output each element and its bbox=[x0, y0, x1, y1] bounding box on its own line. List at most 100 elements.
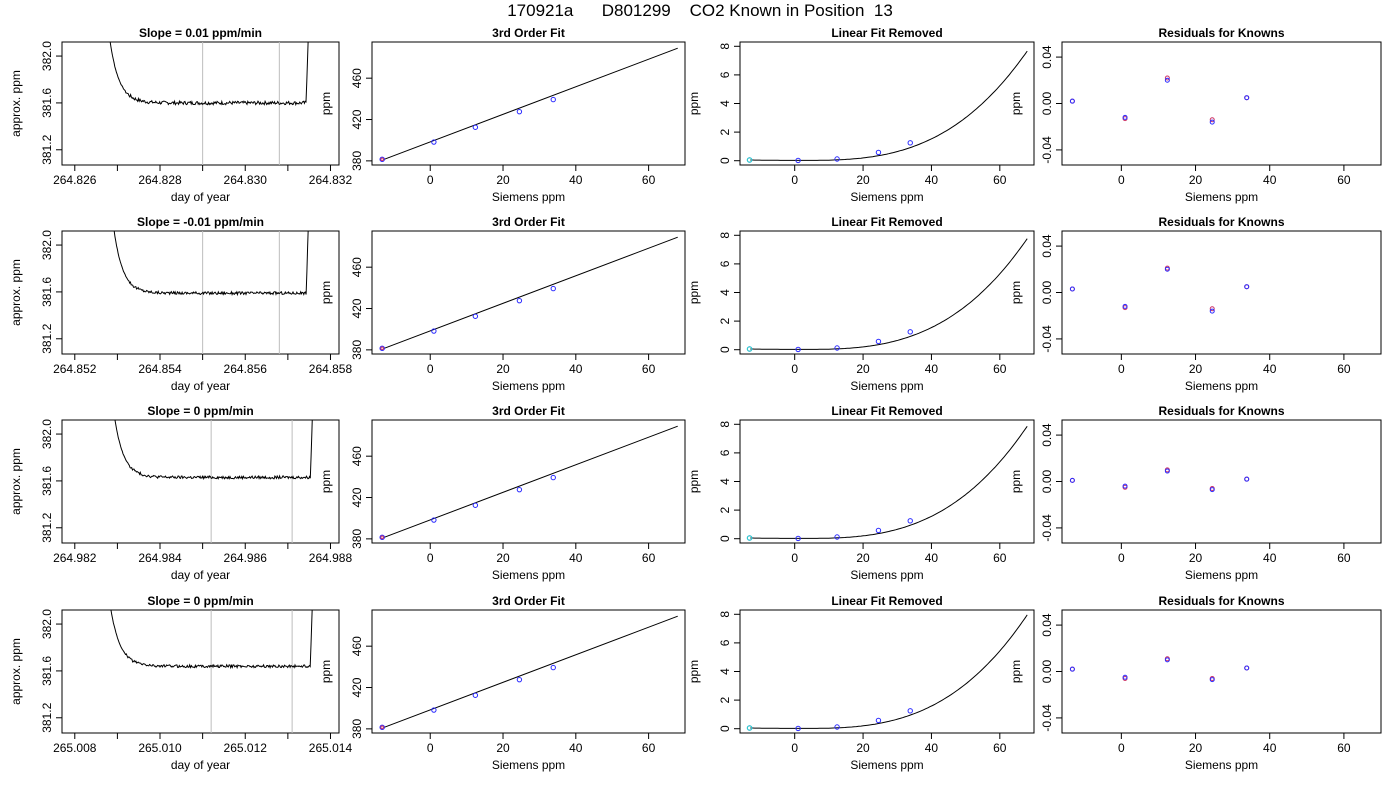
panel-title: Linear Fit Removed bbox=[831, 215, 942, 229]
panel-1-4: Residuals for Knowns 0 20 40 60 -0.04 0.00 0.04… bbox=[1009, 26, 1382, 204]
concentration-trace bbox=[114, 420, 313, 481]
residual-fit-curve bbox=[750, 238, 1028, 350]
x-tick-label: 20 bbox=[496, 173, 510, 187]
x-axis-label: day of year bbox=[171, 379, 230, 393]
panel-2-4: Residuals for Knowns 0 20 40 60 -0.04 0.00 0.04… bbox=[1009, 215, 1382, 393]
y-tick-label: 8 bbox=[718, 421, 732, 428]
y-tick-label: 381.2 bbox=[40, 702, 54, 732]
x-tick-label: 20 bbox=[496, 741, 510, 755]
x-tick-label: 264.988 bbox=[309, 551, 353, 565]
y-tick-label: 380 bbox=[350, 529, 364, 549]
y-tick-label: 4 bbox=[718, 668, 732, 675]
residual-point-blue bbox=[1122, 303, 1128, 309]
residual-point-blue bbox=[1209, 119, 1215, 125]
x-axis-label: Siemens ppm bbox=[492, 190, 565, 204]
x-tick-label: 20 bbox=[1189, 551, 1203, 565]
concentration-trace bbox=[113, 231, 309, 297]
reference-point bbox=[380, 346, 384, 351]
residual-point-blue bbox=[1209, 308, 1215, 314]
y-tick-label: 4 bbox=[718, 478, 732, 485]
plot-frame bbox=[61, 609, 340, 734]
plot-area bbox=[379, 47, 678, 163]
panel-4-1: Slope = 0 ppm/min 265.008 265.010 265.012 26… bbox=[9, 594, 352, 772]
x-tick-label: 40 bbox=[1263, 173, 1277, 187]
known-point bbox=[431, 517, 437, 523]
x-tick-label: 0 bbox=[791, 741, 798, 755]
panel-title: Residuals for Knowns bbox=[1158, 404, 1284, 418]
plot-frame bbox=[371, 41, 686, 166]
panel-title: Slope = 0 ppm/min bbox=[147, 594, 253, 608]
x-tick-label: 264.854 bbox=[138, 362, 182, 376]
known-point bbox=[379, 156, 385, 163]
x-tick-label: 60 bbox=[993, 551, 1007, 565]
x-tick-label: 264.828 bbox=[138, 173, 182, 187]
x-tick-label: 265.012 bbox=[224, 741, 268, 755]
plot-frame bbox=[1061, 419, 1382, 544]
plot-area bbox=[1069, 265, 1250, 314]
x-axis-label: Siemens ppm bbox=[492, 758, 565, 772]
residual-point-red bbox=[1164, 75, 1170, 81]
y-tick-label: 381.6 bbox=[40, 656, 54, 686]
x-tick-label: 60 bbox=[1337, 362, 1351, 376]
residual-fit-curve bbox=[750, 426, 1028, 539]
x-axis-label: Siemens ppm bbox=[850, 190, 923, 204]
known-point bbox=[379, 724, 385, 731]
x-tick-label: 264.830 bbox=[224, 173, 268, 187]
known-point bbox=[379, 345, 385, 352]
residual-point-blue bbox=[1244, 665, 1250, 671]
panel-title: Slope = 0 ppm/min bbox=[147, 404, 253, 418]
fit-curve bbox=[382, 47, 678, 161]
panel-3-1: Slope = 0 ppm/min 264.982 264.984 264.986 26… bbox=[9, 404, 353, 582]
x-tick-label: 20 bbox=[856, 551, 870, 565]
panel-title: Slope = 0.01 ppm/min bbox=[139, 26, 262, 40]
y-tick-label: 460 bbox=[350, 446, 364, 466]
plot-area bbox=[746, 238, 1028, 353]
known-point bbox=[472, 313, 479, 319]
panel-title: 3rd Order Fit bbox=[492, 594, 565, 608]
x-tick-label: 20 bbox=[496, 551, 510, 565]
known-point bbox=[472, 124, 479, 130]
x-tick-label: 40 bbox=[569, 362, 583, 376]
y-tick-label: 420 bbox=[350, 109, 364, 129]
known-point bbox=[875, 149, 882, 156]
x-tick-label: 264.852 bbox=[53, 362, 97, 376]
y-tick-label: 381.6 bbox=[40, 466, 54, 496]
x-tick-label: 0 bbox=[427, 551, 434, 565]
plot-frame bbox=[1061, 41, 1382, 166]
y-tick-label: 460 bbox=[350, 257, 364, 277]
x-tick-label: 40 bbox=[569, 551, 583, 565]
x-axis-label: day of year bbox=[171, 758, 230, 772]
y-axis-label: ppm bbox=[687, 281, 701, 304]
residual-point-blue bbox=[1069, 666, 1075, 672]
known-point bbox=[907, 708, 913, 714]
x-tick-label: 264.986 bbox=[224, 551, 268, 565]
y-axis-label: ppm bbox=[319, 281, 333, 304]
x-tick-label: 20 bbox=[1189, 362, 1203, 376]
known-point bbox=[516, 108, 523, 115]
panel-title: Linear Fit Removed bbox=[831, 404, 942, 418]
plot-area bbox=[109, 42, 309, 165]
y-tick-label: 8 bbox=[718, 43, 732, 50]
y-tick-label: 382.0 bbox=[40, 41, 54, 71]
x-tick-label: 60 bbox=[642, 741, 656, 755]
known-point bbox=[875, 338, 882, 345]
residual-point-blue bbox=[1209, 487, 1215, 493]
y-tick-label: 0.04 bbox=[1040, 613, 1054, 637]
y-axis-label: ppm bbox=[1009, 470, 1023, 493]
x-tick-label: 0 bbox=[427, 741, 434, 755]
panel-4-2: 3rd Order Fit 0 20 40 60 380 420 460 Siemens ppm… bbox=[319, 594, 686, 772]
known-point bbox=[431, 707, 437, 713]
x-tick-label: 20 bbox=[856, 741, 870, 755]
y-tick-label: 2 bbox=[718, 506, 732, 513]
x-tick-label: 40 bbox=[569, 173, 583, 187]
residual-point-blue bbox=[1122, 483, 1128, 489]
plot-frame bbox=[371, 230, 686, 355]
plot-area bbox=[113, 231, 309, 354]
x-tick-label: 60 bbox=[642, 173, 656, 187]
y-tick-label: 0.00 bbox=[1040, 280, 1054, 304]
residual-point-red bbox=[1209, 117, 1215, 123]
y-tick-label: -0.04 bbox=[1040, 704, 1054, 732]
panel-1-2: 3rd Order Fit 0 20 40 60 380 420 460 Siemens ppm… bbox=[319, 26, 686, 204]
x-axis-label: Siemens ppm bbox=[850, 568, 923, 582]
y-tick-label: 382.0 bbox=[40, 609, 54, 639]
